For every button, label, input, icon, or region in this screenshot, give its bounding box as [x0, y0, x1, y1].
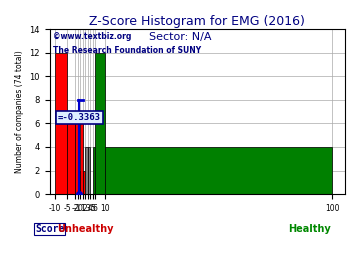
- Bar: [82, 171, 85, 194]
- Bar: [67, 123, 75, 194]
- Bar: [85, 147, 87, 194]
- Title: Z-Score Histogram for EMG (2016): Z-Score Histogram for EMG (2016): [89, 15, 305, 28]
- Text: =-0.3363: =-0.3363: [58, 113, 101, 122]
- Bar: [55, 53, 67, 194]
- Text: The Research Foundation of SUNY: The Research Foundation of SUNY: [53, 46, 201, 55]
- Text: ©www.textbiz.org: ©www.textbiz.org: [53, 32, 131, 42]
- Text: Healthy: Healthy: [288, 224, 331, 234]
- Y-axis label: Number of companies (74 total): Number of companies (74 total): [15, 50, 24, 173]
- Bar: [105, 147, 332, 194]
- Text: Sector: N/A: Sector: N/A: [149, 32, 211, 42]
- Bar: [75, 123, 77, 194]
- Bar: [93, 147, 95, 194]
- Text: Score: Score: [35, 224, 64, 234]
- Bar: [95, 53, 105, 194]
- Bar: [87, 147, 90, 194]
- Text: Unhealthy: Unhealthy: [57, 224, 113, 234]
- Bar: [80, 123, 82, 194]
- Bar: [77, 171, 80, 194]
